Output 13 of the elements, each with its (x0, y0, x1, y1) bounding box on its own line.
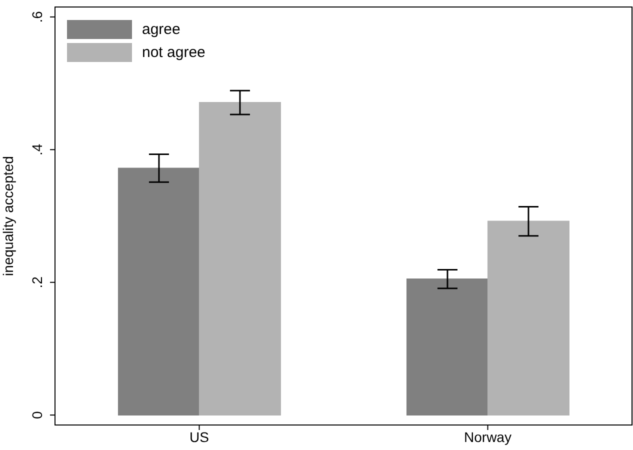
bar (198, 102, 281, 416)
legend-label: not agree (142, 44, 206, 61)
x-tick-label: US (190, 428, 209, 445)
bar (118, 168, 200, 416)
y-tick-label: .6 (29, 10, 45, 23)
y-tick-label: .2 (29, 276, 45, 288)
legend-label: agree (142, 21, 180, 38)
y-axis-title: inequality accepted (0, 156, 16, 276)
x-tick-label: Norway (464, 428, 512, 445)
y-tick-label: 0 (29, 410, 45, 419)
bar (487, 220, 570, 416)
bar (406, 278, 488, 416)
y-tick-label: .4 (29, 144, 45, 156)
